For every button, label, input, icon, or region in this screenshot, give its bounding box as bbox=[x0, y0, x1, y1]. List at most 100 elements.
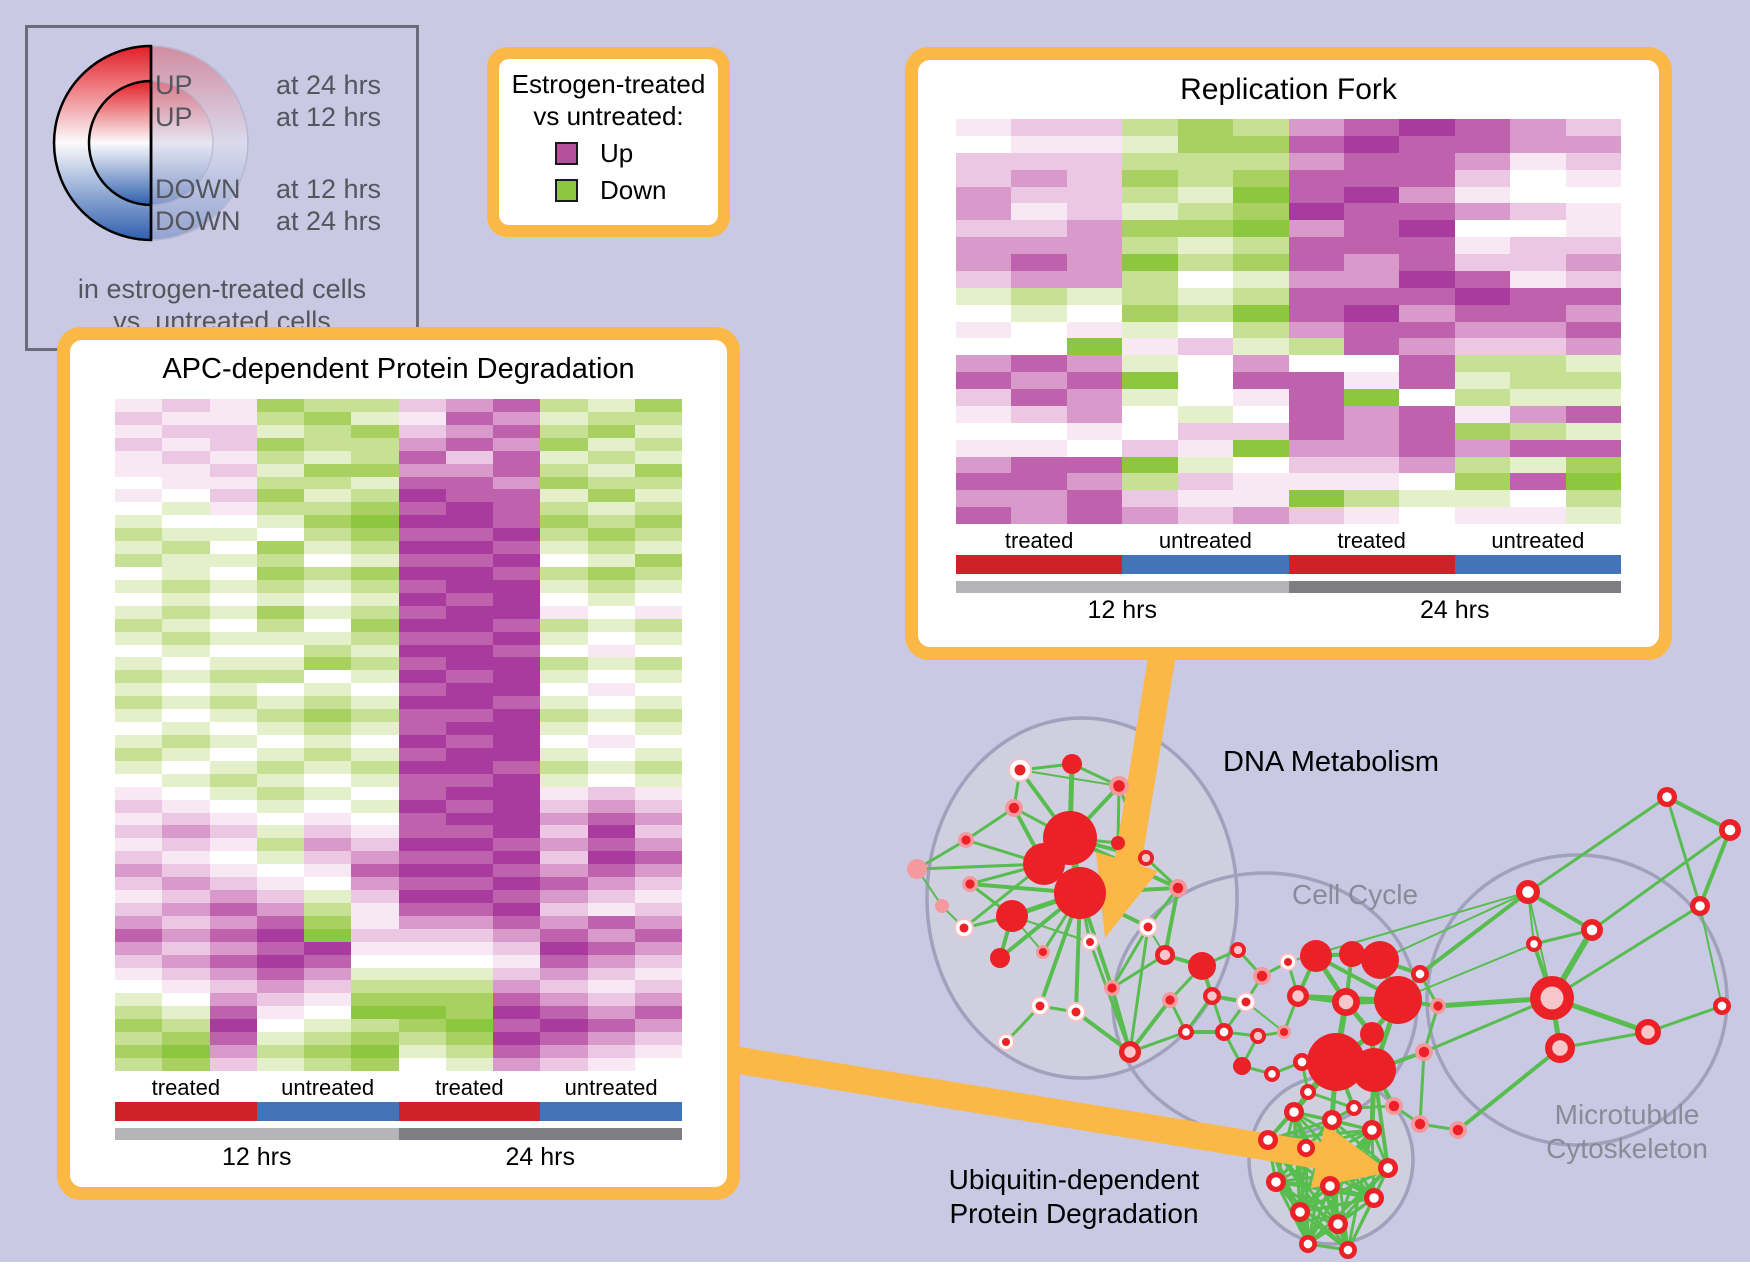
heatmap-cell bbox=[493, 851, 541, 865]
heatmap-cell bbox=[956, 422, 1012, 440]
heatmap-cell bbox=[634, 683, 682, 697]
heatmap-cell bbox=[1510, 439, 1566, 457]
network-edge bbox=[965, 806, 1015, 842]
heatmap-row bbox=[956, 355, 1622, 373]
heatmap-cell bbox=[209, 515, 257, 529]
heatmap-cell bbox=[445, 722, 493, 735]
legend-at-12b: at 12 hrs bbox=[276, 174, 382, 204]
heatmap-cell bbox=[162, 592, 210, 606]
heatmap-cell bbox=[956, 220, 1012, 238]
heatmap-cell bbox=[115, 980, 163, 994]
heatmap-cell bbox=[304, 851, 352, 865]
heatmap-cell bbox=[304, 1019, 352, 1033]
apc-group-untreated-24: untreated bbox=[564, 1074, 658, 1100]
heatmap-cell bbox=[115, 605, 163, 619]
network-node bbox=[1339, 941, 1365, 967]
heatmap-cell bbox=[1233, 490, 1289, 508]
heatmap-cell bbox=[304, 773, 352, 787]
heatmap-cell bbox=[115, 993, 163, 1007]
heatmap-cell bbox=[304, 541, 352, 555]
heatmap-cell bbox=[1343, 304, 1400, 322]
heatmap-cell bbox=[493, 541, 541, 555]
heatmap-cell bbox=[1177, 372, 1234, 389]
network-node bbox=[1352, 1048, 1396, 1092]
network-node bbox=[1054, 867, 1106, 919]
heatmap-cell bbox=[115, 528, 163, 542]
heatmap-cell bbox=[1343, 321, 1400, 339]
heatmap-cell bbox=[398, 644, 446, 658]
heatmap-cell bbox=[162, 890, 210, 903]
heatmap-cell bbox=[209, 812, 257, 826]
heatmap-cell bbox=[634, 773, 682, 787]
heatmap-cell bbox=[1011, 321, 1067, 339]
heatmap-cell bbox=[351, 722, 399, 735]
heatmap-cell bbox=[162, 437, 210, 451]
heatmap-cell bbox=[1565, 169, 1622, 187]
heatmap-cell bbox=[634, 877, 682, 891]
heatmap-row bbox=[956, 203, 1622, 221]
network-node-core bbox=[1301, 1143, 1311, 1153]
heatmap-cell bbox=[493, 734, 541, 748]
heatmap-cell bbox=[445, 515, 493, 529]
heatmap-cell bbox=[540, 760, 588, 774]
heatmap-cell bbox=[351, 437, 399, 451]
heatmap-cell bbox=[209, 644, 257, 658]
heatmap-cell bbox=[445, 657, 493, 671]
heatmap-cell bbox=[1343, 389, 1400, 406]
heatmap-cell bbox=[256, 1058, 304, 1071]
heatmap-cell bbox=[493, 890, 541, 903]
network-node-core bbox=[1107, 983, 1117, 993]
heatmap-cell bbox=[587, 696, 635, 710]
network-node-core bbox=[959, 923, 969, 933]
heatmap-cell bbox=[209, 1019, 257, 1033]
heatmap-cell bbox=[1399, 389, 1455, 406]
ubiquitin-label-line2: Protein Degradation bbox=[949, 1198, 1199, 1230]
heatmap-cell bbox=[1066, 439, 1123, 457]
heatmap-cell bbox=[540, 734, 588, 748]
heatmap-cell bbox=[115, 709, 163, 723]
heatmap-cell bbox=[540, 941, 588, 955]
heatmap-cell bbox=[1565, 490, 1622, 508]
heatmap-cell bbox=[398, 592, 446, 606]
heatmap-cell bbox=[587, 812, 635, 826]
heatmap-cell bbox=[1011, 169, 1067, 187]
heatmap-cell bbox=[398, 786, 446, 800]
network-node-core bbox=[1369, 1193, 1379, 1203]
heatmap-cell bbox=[162, 838, 210, 852]
heatmap-cell bbox=[634, 993, 682, 1007]
heatmap-cell bbox=[445, 1045, 493, 1059]
heatmap-cell bbox=[1066, 507, 1123, 524]
heatmap-cell bbox=[162, 670, 210, 684]
heatmap-cell bbox=[445, 644, 493, 658]
heatmap-cell bbox=[587, 1006, 635, 1020]
heatmap-cell bbox=[162, 476, 210, 490]
heatmap-cell bbox=[634, 941, 682, 955]
heatmap-cell bbox=[634, 915, 682, 929]
heatmap-cell bbox=[1122, 220, 1178, 238]
heatmap-cell bbox=[162, 864, 210, 878]
heatmap-cell bbox=[1177, 135, 1234, 153]
heatmap-cell bbox=[1233, 405, 1289, 423]
heatmap-row bbox=[115, 915, 682, 929]
rep-time-12: 12 hrs bbox=[1087, 596, 1157, 624]
heatmap-cell bbox=[304, 941, 352, 955]
heatmap-cell bbox=[351, 877, 399, 891]
heatmap-cell bbox=[398, 411, 446, 425]
heatmap-cell bbox=[1233, 507, 1289, 524]
network-node-core bbox=[1662, 792, 1672, 802]
heatmap-cell bbox=[634, 502, 682, 516]
heatmap-cell bbox=[398, 1006, 446, 1020]
network-edge bbox=[1111, 953, 1166, 990]
heatmap-cell bbox=[115, 954, 163, 968]
heatmap-cell bbox=[1288, 372, 1344, 389]
heatmap-cell bbox=[162, 812, 210, 826]
heatmap-cell bbox=[209, 954, 257, 968]
heatmap-cell bbox=[115, 541, 163, 555]
heatmap-cell bbox=[162, 411, 210, 425]
heatmap-cell bbox=[1066, 254, 1123, 271]
heatmap-cell bbox=[256, 773, 304, 787]
legend-caption-1: in estrogen-treated cells bbox=[77, 274, 367, 304]
heatmap-cell bbox=[1011, 372, 1067, 389]
heatmap-row bbox=[115, 760, 682, 774]
heatmap-cell bbox=[256, 993, 304, 1007]
